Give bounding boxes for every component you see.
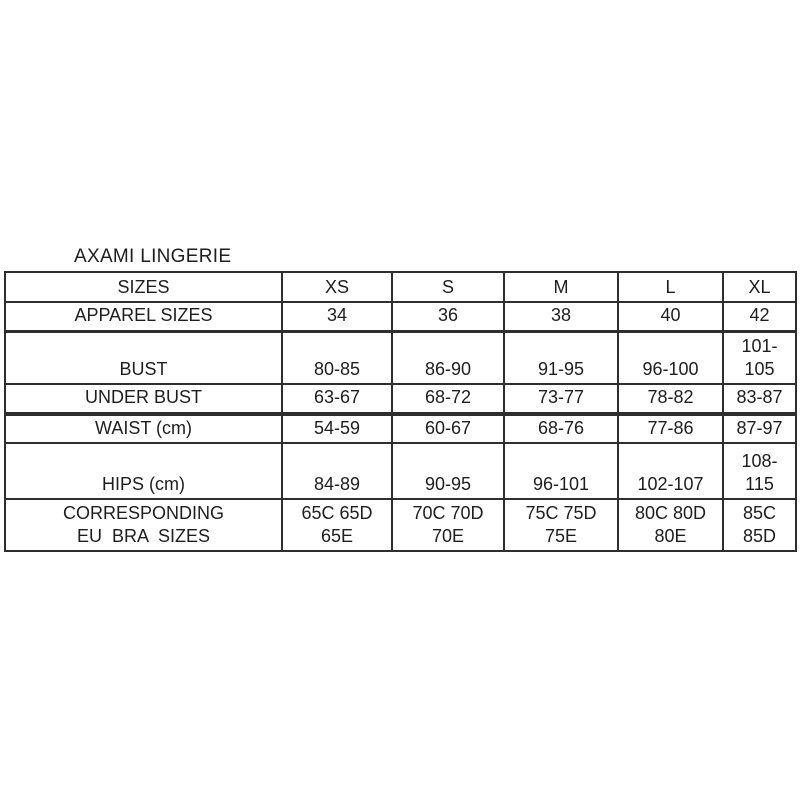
cell-text-line: 34	[326, 305, 348, 325]
cell-text-line: 75C 75D	[525, 503, 597, 523]
value-cell: 108- 115	[722, 442, 797, 500]
cell-text-line: 102-107	[637, 473, 704, 494]
column-header-sizes: SIZES	[4, 271, 283, 303]
cell-text-line: 77-86	[647, 417, 694, 438]
cell-text-line: 75E	[544, 525, 578, 546]
cell-text-line: 68-76	[537, 417, 585, 438]
cell-text-line: 84-89	[313, 473, 361, 494]
value-cell: 80C 80D 80E	[617, 498, 724, 552]
cell-text-line: 96-101	[532, 473, 590, 494]
cell-text-line: 108-	[741, 451, 778, 471]
row-label-cell: CORRESPONDING EU BRA SIZES	[4, 498, 283, 552]
row-label-cell: WAIST (cm)	[4, 412, 283, 444]
value-cell: 68-72	[391, 383, 505, 416]
cell-text-line: 65C 65D	[301, 503, 373, 523]
column-header-l: L	[617, 271, 724, 303]
value-cell: 96-100	[617, 330, 724, 385]
value-cell: 68-76	[503, 412, 619, 444]
value-cell: 70C 70D 70E	[391, 498, 505, 552]
value-cell: 84-89	[281, 442, 393, 500]
value-cell: 73-77	[503, 383, 619, 416]
column-header-m: M	[503, 271, 619, 303]
cell-text-line: 87-97	[736, 417, 783, 438]
cell-text-line: 85C	[742, 503, 777, 523]
value-cell: 65C 65D 65E	[281, 498, 393, 552]
cell-text-line: 42	[749, 305, 770, 325]
size-table-body: APPAREL SIZES 34 36 38 40 42 BUST 80-85 86-90 91-…	[4, 301, 797, 552]
table-row: APPAREL SIZES 34 36 38 40 42	[4, 301, 797, 333]
cell-text-line: HIPS (cm)	[102, 473, 185, 494]
column-header-xs: XS	[281, 271, 393, 303]
cell-text-line: 86-90	[424, 358, 472, 379]
value-cell: 54-59	[281, 412, 393, 444]
table-row: BUST 80-85 86-90 91-95 96-100 101- 105	[4, 330, 797, 385]
size-table-header-row: SIZES XS S M L XL	[4, 271, 797, 303]
cell-text-line: 80C 80D	[634, 503, 707, 523]
cell-text-line: 80-85	[313, 358, 361, 379]
cell-text-line: 54-59	[313, 417, 361, 438]
value-cell: 85C 85D	[722, 498, 797, 552]
cell-text-line: 96-100	[642, 358, 699, 379]
value-cell: 90-95	[391, 442, 505, 500]
value-cell: 83-87	[722, 383, 797, 416]
cell-text-line: 70C 70D	[412, 503, 484, 523]
table-row: WAIST (cm) 54-59 60-67 68-76 77-86 87-97	[4, 412, 797, 444]
cell-text-line: 63-67	[313, 387, 361, 407]
value-cell: 87-97	[722, 412, 797, 444]
cell-text-line: 70E	[431, 525, 465, 546]
value-cell: 101- 105	[722, 330, 797, 385]
value-cell: 38	[503, 301, 619, 333]
cell-text-line: 40	[660, 305, 681, 325]
table-row: UNDER BUST 63-67 68-72 73-77 78-82 83-87	[4, 383, 797, 416]
table-row: HIPS (cm) 84-89 90-95 96-101 102-107 108- 115	[4, 442, 797, 500]
value-cell: 77-86	[617, 412, 724, 444]
cell-text-line: 90-95	[424, 473, 472, 494]
value-cell: 80-85	[281, 330, 393, 385]
cell-text-line: UNDER BUST	[84, 387, 202, 407]
value-cell: 86-90	[391, 330, 505, 385]
cell-text-line: 73-77	[537, 387, 585, 407]
cell-text-line: 78-82	[647, 387, 694, 407]
cell-text-line: 91-95	[537, 358, 585, 379]
value-cell: 63-67	[281, 383, 393, 416]
cell-text-line: 36	[437, 305, 459, 325]
cell-text-line: 115	[745, 473, 774, 494]
size-chart-table: SIZES XS S M L XL APPAREL SIZES 34 36 38 40 42 BUST…	[4, 271, 797, 552]
value-cell: 34	[281, 301, 393, 333]
cell-text-line: 60-67	[424, 417, 472, 438]
row-label-cell: APPAREL SIZES	[4, 301, 283, 333]
cell-text-line: EU BRA SIZES	[76, 525, 211, 546]
cell-text-line: 83-87	[736, 387, 783, 407]
cell-text-line: BUST	[119, 358, 168, 379]
cell-text-line: 38	[550, 305, 572, 325]
cell-text-line: 80E	[654, 525, 687, 546]
value-cell: 96-101	[503, 442, 619, 500]
value-cell: 75C 75D 75E	[503, 498, 619, 552]
cell-text-line: 85D	[742, 525, 777, 546]
chart-title: AXAMI LINGERIE	[74, 246, 232, 267]
cell-text-line: 105	[744, 358, 775, 379]
column-header-s: S	[391, 271, 505, 303]
cell-text-line: APPAREL SIZES	[74, 305, 213, 325]
value-cell: 60-67	[391, 412, 505, 444]
table-row: CORRESPONDING EU BRA SIZES 65C 65D 65E 70C 7…	[4, 498, 797, 552]
cell-text-line: 65E	[320, 525, 354, 546]
value-cell: 40	[617, 301, 724, 333]
value-cell: 102-107	[617, 442, 724, 500]
row-label-cell: BUST	[4, 330, 283, 385]
cell-text-line: WAIST (cm)	[95, 417, 192, 438]
value-cell: 36	[391, 301, 505, 333]
value-cell: 91-95	[503, 330, 619, 385]
cell-text-line: 101-	[741, 336, 778, 356]
value-cell: 42	[722, 301, 797, 333]
row-label-cell: UNDER BUST	[4, 383, 283, 416]
column-header-xl: XL	[722, 271, 797, 303]
cell-text-line: CORRESPONDING	[62, 503, 224, 523]
row-label-cell: HIPS (cm)	[4, 442, 283, 500]
cell-text-line: 68-72	[424, 387, 472, 407]
value-cell: 78-82	[617, 383, 724, 416]
